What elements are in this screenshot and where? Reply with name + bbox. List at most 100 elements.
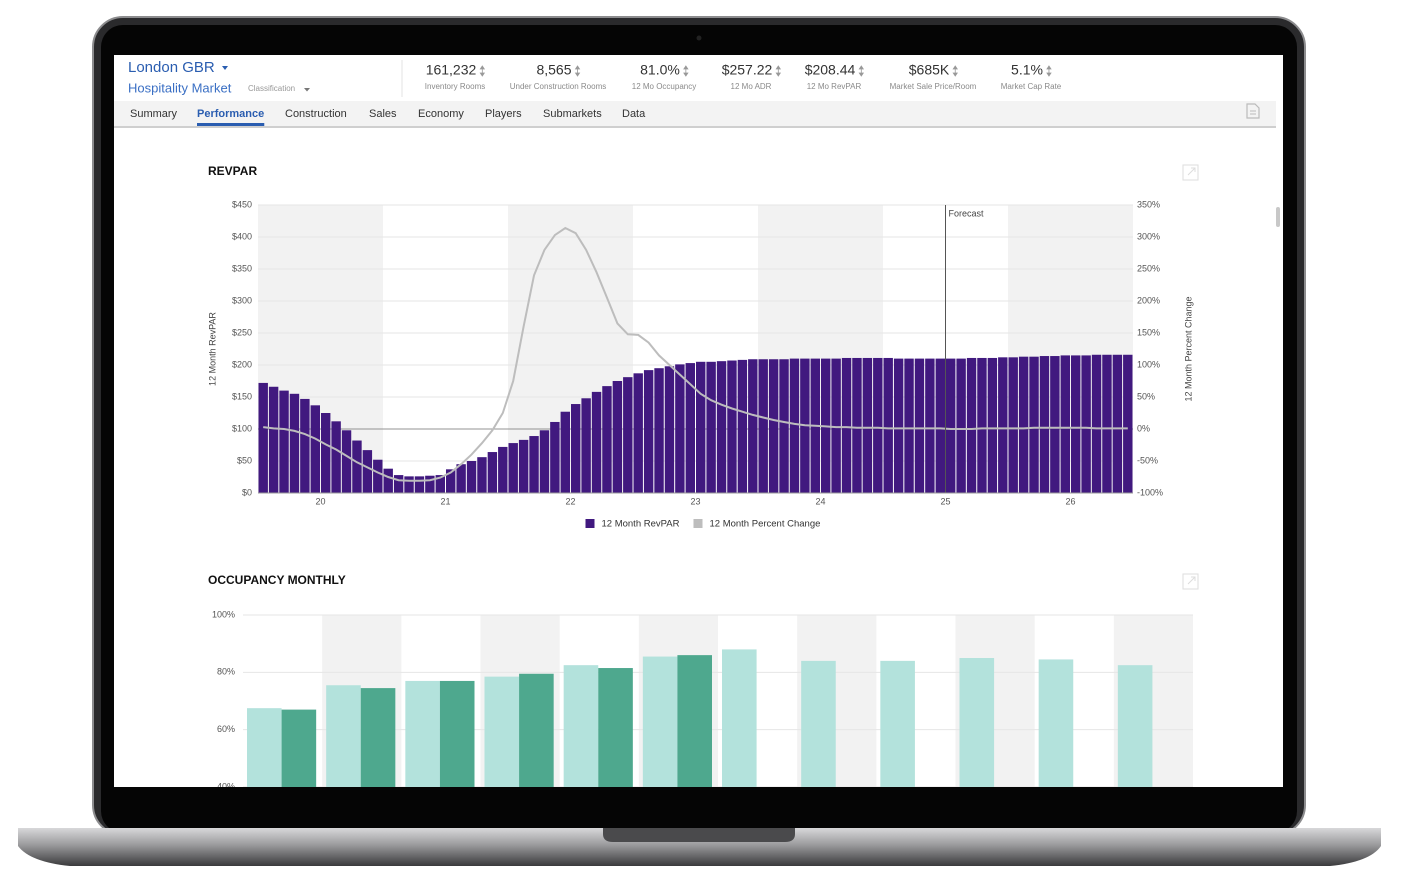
bar xyxy=(1050,356,1060,493)
bar xyxy=(508,443,518,493)
legend-label[interactable]: 12 Month Percent Change xyxy=(709,519,820,530)
bar xyxy=(435,475,445,493)
bar xyxy=(1117,665,1153,787)
bar xyxy=(550,421,560,493)
x-tick-label: 26 xyxy=(1065,496,1075,506)
report-icon-outline[interactable] xyxy=(1246,103,1260,119)
export-icon-box[interactable] xyxy=(1182,164,1199,181)
stat-value: $685K xyxy=(909,62,950,78)
bar xyxy=(883,357,893,493)
bar xyxy=(935,358,945,493)
bar xyxy=(904,358,914,493)
y2-tick-label: -100% xyxy=(1137,487,1163,497)
bar xyxy=(801,660,836,787)
bar xyxy=(1123,354,1133,493)
dropdown-caret[interactable] xyxy=(222,66,228,70)
bar xyxy=(677,655,712,787)
tab[interactable]: Sales xyxy=(369,108,397,120)
market-name[interactable]: London GBR xyxy=(128,59,215,76)
year-band xyxy=(758,205,883,493)
bar xyxy=(498,446,508,493)
y-tick-label: 60% xyxy=(217,724,235,734)
y2-tick-label: 300% xyxy=(1137,231,1160,241)
y-tick-label: $400 xyxy=(232,231,252,241)
y2-tick-label: 150% xyxy=(1137,327,1160,337)
legend-swatch[interactable] xyxy=(693,519,703,528)
stat: 81.0% 12 Mo Occupancy xyxy=(632,62,696,91)
trend-arrow xyxy=(479,65,486,77)
bar xyxy=(779,359,789,493)
y-tick-label: $450 xyxy=(232,199,252,209)
bar xyxy=(373,459,383,493)
bar xyxy=(602,386,612,493)
bar xyxy=(675,364,685,493)
trend-arrow xyxy=(1046,65,1052,77)
y-axis-label: 12 Month RevPAR xyxy=(207,312,217,386)
x-tick-label: 25 xyxy=(940,496,950,506)
y-tick-label: $50 xyxy=(237,455,252,465)
screen-content: London GBR Hospitality Market Classifica… xyxy=(114,59,1280,787)
stat-label: Market Sale Price/Room xyxy=(890,82,977,91)
bar xyxy=(643,370,654,493)
legend-swatch[interactable] xyxy=(585,519,595,528)
bar xyxy=(405,680,440,787)
tab[interactable]: Data xyxy=(622,108,646,120)
bar xyxy=(1112,354,1123,493)
export-icon[interactable] xyxy=(1182,164,1199,181)
bar xyxy=(300,398,310,493)
bar xyxy=(393,475,404,493)
export-icon[interactable] xyxy=(1182,573,1199,590)
export-icon-arrow[interactable] xyxy=(1187,576,1196,585)
legend-label[interactable]: 12 Month RevPAR xyxy=(602,519,680,530)
y2-tick-label: 0% xyxy=(1137,423,1150,433)
bar xyxy=(331,421,341,493)
export-icon-arrow[interactable] xyxy=(1187,167,1196,176)
stat-value: 5.1% xyxy=(1011,62,1043,78)
stat: 5.1% Market Cap Rate xyxy=(1001,62,1062,91)
tab[interactable]: Summary xyxy=(130,108,178,120)
stat-label: Under Construction Rooms xyxy=(510,82,606,91)
bar xyxy=(873,357,883,493)
tab[interactable]: Economy xyxy=(418,108,464,120)
bar xyxy=(623,377,633,493)
stat-value: $257.22 xyxy=(722,62,773,78)
tab[interactable]: Players xyxy=(485,108,522,120)
trend-arrow xyxy=(574,65,581,77)
y-tick-label: $200 xyxy=(232,359,252,369)
report-icon-lines[interactable] xyxy=(1250,110,1256,115)
bar xyxy=(518,439,529,493)
classification-filter[interactable]: Classification xyxy=(248,84,295,93)
trend-arrow xyxy=(952,65,958,77)
export-icon-box[interactable] xyxy=(1182,573,1199,590)
bar xyxy=(925,358,935,493)
bar xyxy=(841,357,852,493)
bar xyxy=(310,405,320,493)
x-tick-label: 24 xyxy=(815,496,825,506)
bar xyxy=(706,361,716,493)
bar xyxy=(529,436,539,493)
stat: $257.22 12 Mo ADR xyxy=(722,62,782,91)
bar xyxy=(880,660,915,787)
bar xyxy=(987,357,998,493)
y-tick-label: 80% xyxy=(217,667,235,677)
tab[interactable]: Construction xyxy=(285,108,347,120)
y-tick-label: $300 xyxy=(232,295,252,305)
bar xyxy=(571,404,581,493)
scrollbar[interactable] xyxy=(1276,207,1280,227)
tab[interactable]: Performance xyxy=(197,108,264,120)
bar xyxy=(893,358,904,493)
stat-value: 8,565 xyxy=(536,62,571,78)
bar xyxy=(439,680,475,787)
tab[interactable]: Submarkets xyxy=(543,108,602,120)
y-tick-label: $150 xyxy=(232,391,252,401)
report-icon[interactable] xyxy=(1246,103,1260,119)
bar xyxy=(633,373,643,493)
bar xyxy=(281,709,317,787)
year-band xyxy=(508,205,633,493)
bar xyxy=(383,468,393,493)
bar xyxy=(425,475,435,493)
filter-caret[interactable] xyxy=(304,88,310,92)
stat: $208.44 12 Mo RevPAR xyxy=(805,62,865,91)
